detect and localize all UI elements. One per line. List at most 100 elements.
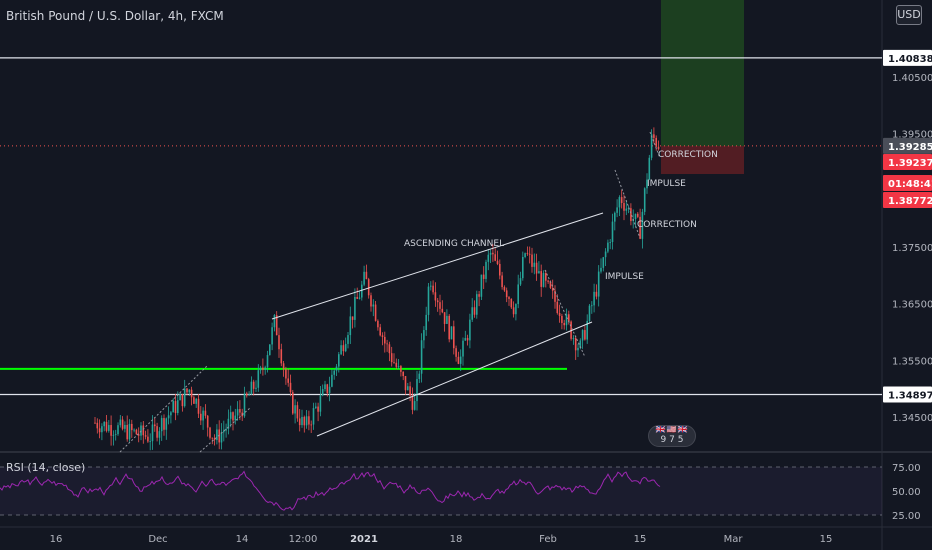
candle-body [121, 419, 124, 429]
candle-body [266, 355, 269, 368]
candle-body [333, 370, 335, 375]
candle-body [227, 418, 230, 429]
candle-body [340, 345, 342, 355]
candle-body [179, 394, 181, 401]
candle-body [124, 424, 126, 429]
label-ascending-channel[interactable]: ASCENDING CHANNEL [404, 239, 504, 249]
candle-body [574, 337, 577, 351]
candle-body [423, 330, 425, 341]
label-correction-1[interactable]: CORRECTION [637, 220, 697, 230]
candle-body [515, 304, 517, 315]
candle-body [342, 345, 345, 352]
correction-line-2[interactable] [614, 169, 641, 239]
candle-body [271, 327, 273, 345]
price-tag-bg [883, 137, 932, 154]
candle-body [248, 394, 250, 396]
candle-body [492, 252, 494, 255]
label-impulse-1[interactable]: IMPULSE [605, 272, 644, 282]
candle-body [648, 157, 651, 180]
candle-body [377, 320, 379, 328]
rsi-legend[interactable]: RSI (14, close) [6, 461, 86, 474]
candle-body [170, 412, 172, 416]
stop-zone[interactable] [661, 146, 744, 174]
candle-body [494, 254, 496, 261]
candle-body [505, 290, 508, 298]
rsi-pane[interactable] [0, 453, 882, 526]
candle-body [292, 392, 294, 414]
label-impulse-2[interactable]: IMPULSE [647, 179, 686, 189]
candle-body [411, 395, 414, 410]
candle-body [503, 287, 506, 291]
candle-body [634, 213, 637, 220]
candle-body [298, 418, 301, 426]
candle-body [540, 271, 542, 287]
candle-body [517, 284, 519, 305]
time-tick-label: 2021 [350, 534, 378, 545]
candle-body [137, 434, 140, 436]
candle-body [147, 436, 149, 442]
symbol-legend[interactable]: British Pound / U.S. Dollar, 4h, FXCM [6, 9, 224, 23]
candle-body [358, 297, 361, 299]
candle-body [195, 398, 197, 404]
candle-body [482, 274, 485, 279]
candle-body [374, 304, 377, 321]
candle-body [432, 285, 434, 293]
candle-body [370, 295, 372, 307]
currency-button[interactable]: USD [896, 5, 922, 25]
candle-body [365, 271, 368, 280]
correction-line-3[interactable] [649, 131, 661, 159]
time-tick-label: 18 [450, 534, 463, 545]
candle-body [653, 134, 655, 138]
candle-body [623, 203, 625, 211]
candle-body [473, 307, 476, 315]
rsi-band [0, 467, 882, 515]
candle-body [117, 425, 119, 435]
candle-body [508, 297, 510, 299]
candle-body [542, 273, 545, 287]
candle-body [321, 389, 324, 396]
candle-body [328, 386, 331, 393]
candle-body [112, 434, 115, 436]
candle-body [197, 398, 200, 414]
candle-body [561, 315, 563, 323]
label-correction-2[interactable]: CORRECTION [658, 150, 718, 160]
candle-body [144, 435, 147, 437]
candle-body [630, 208, 632, 222]
candle-body [604, 251, 607, 258]
time-tick-label: 12:00 [289, 534, 318, 545]
candle-body [602, 257, 605, 268]
candle-body [308, 416, 310, 425]
candle-body [646, 179, 648, 189]
trend-line-dotted-1[interactable] [119, 364, 209, 453]
candle-body [119, 419, 122, 426]
trend-line-dotted-2[interactable] [199, 407, 251, 453]
candle-body [420, 340, 423, 374]
candle-body [211, 437, 214, 439]
target-zone[interactable] [661, 0, 744, 146]
candle-body [181, 394, 184, 407]
candle-body [499, 263, 501, 276]
channel-upper-line[interactable] [271, 212, 604, 320]
price-tick-label: 1.34500 [892, 413, 932, 424]
time-tick-label: Dec [148, 534, 167, 545]
candle-body [172, 401, 174, 413]
candle-body [418, 373, 421, 380]
channel-lower-line[interactable] [316, 321, 593, 437]
candle-body [639, 216, 641, 239]
candle-body [528, 253, 531, 255]
candle-body [223, 430, 225, 433]
candle-body [510, 298, 513, 308]
candle-body [549, 281, 552, 288]
candle-body [202, 410, 204, 421]
candle-body [285, 369, 287, 379]
candle-body [324, 384, 326, 390]
candle-body [439, 302, 441, 309]
price-axis[interactable] [882, 0, 932, 550]
time-tick-label: 14 [236, 534, 249, 545]
economic-events-badge[interactable]: 🇬🇧🇺🇸🇬🇧 9 7 5 [648, 425, 696, 447]
candle-body [315, 406, 317, 409]
candle-body [344, 343, 347, 352]
candle-body [262, 367, 264, 370]
candle-body [643, 188, 646, 212]
